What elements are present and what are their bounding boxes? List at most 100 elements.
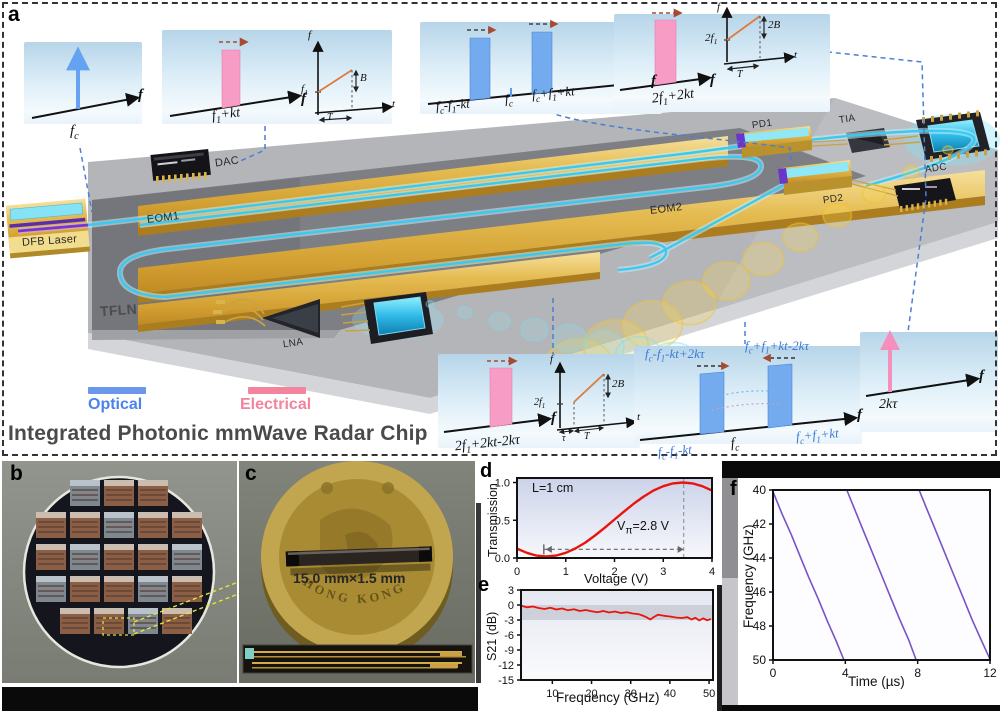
x-tick-label: 30 <box>625 688 637 700</box>
wafer-die <box>104 480 134 506</box>
inset-echo <box>438 354 640 448</box>
x-tick-label: 40 <box>664 688 676 700</box>
package-pin <box>949 113 952 120</box>
package-pin <box>957 152 960 159</box>
y-tick-label: 0 <box>508 600 514 612</box>
wafer-die <box>70 480 100 506</box>
glow-ellipse <box>782 222 819 253</box>
panel-c-label: c <box>245 462 257 485</box>
inset-dsb-left-label: fc-f1-kt <box>435 95 471 116</box>
package-pin <box>975 150 978 157</box>
dac-pin <box>156 176 159 183</box>
y-tick-label: -3 <box>504 615 514 627</box>
package-pin <box>930 156 933 162</box>
panel-a-border <box>2 2 997 456</box>
dfb-laser-chip <box>5 198 91 259</box>
chart-e-ylabel: S21 (dB) <box>485 611 499 661</box>
wafer-die <box>104 512 134 538</box>
pd2-chip <box>778 160 899 197</box>
x-tick-label: 1 <box>563 566 569 578</box>
inset-chirp-mini-f: f <box>308 29 312 41</box>
package-pin <box>976 110 979 117</box>
inset-tx <box>614 6 830 112</box>
package-pin <box>939 154 942 161</box>
glow-ellipse <box>425 299 435 309</box>
y-tick-label: -9 <box>504 645 514 657</box>
inset-rxopt-top-left-label: fc-f1-kt+2kτ <box>645 346 705 364</box>
wafer-die <box>70 544 100 570</box>
chart-f-xlabel: Time (µs) <box>848 674 905 689</box>
inset-echo-mini-tau: τ <box>562 433 566 444</box>
plot-bg <box>521 590 713 680</box>
series-S21 <box>520 604 712 622</box>
panel-a-label: a <box>8 3 20 26</box>
chart-f-ylabel: Frequency (GHz) <box>741 524 756 628</box>
x-tick-label: 4 <box>709 566 715 578</box>
glow-ellipse <box>662 280 717 326</box>
chip-size-label: 15.0 mm×1.5 mm <box>293 570 406 586</box>
glow-ellipse <box>702 260 751 302</box>
inset-echo-mini-t: t <box>637 411 641 423</box>
x-tick-label: 10 <box>546 688 558 700</box>
legend-optical: Optical <box>88 396 143 413</box>
dac-chip <box>150 148 211 181</box>
inset-echo-mini-2f1: 2f1 <box>534 397 546 410</box>
y-tick-label: 3 <box>508 585 514 597</box>
driver-package <box>340 292 444 344</box>
inset-rxopt-f-axis-label: f <box>857 407 862 423</box>
vpi-arrowhead <box>545 545 552 553</box>
chip-pins <box>156 110 987 212</box>
y-tick-label: 48 <box>753 619 767 633</box>
x-tick-label: 0 <box>514 566 520 578</box>
inset-rxopt-top-right-label: fc+f1+kt-2kτ <box>745 338 810 356</box>
dac-pin <box>168 175 171 182</box>
panel-d-label: d <box>480 460 493 482</box>
adc-pin <box>933 200 936 207</box>
dac-pin <box>192 173 195 180</box>
inset-rxopt <box>634 346 862 444</box>
glow-ellipse <box>742 241 785 277</box>
chip-closeup-strip <box>242 644 473 674</box>
vpi-arrowhead <box>677 545 684 553</box>
inset-rxopt-bot-center-label: fc <box>730 436 740 454</box>
package-pin <box>967 111 970 118</box>
adc-pin <box>900 206 903 212</box>
y-tick-label: 1.0 <box>495 478 510 490</box>
inset-laser-f-axis-label: f <box>138 87 143 103</box>
chart-e-xlabel: Frequency (GHz) <box>556 690 660 705</box>
package-pin <box>931 115 934 122</box>
series-chirp2 <box>846 489 917 661</box>
y-tick-label: -12 <box>498 660 514 672</box>
wafer-die <box>36 512 66 538</box>
x-tick-label: 20 <box>585 688 597 700</box>
inset-dsb-center-label: fc <box>504 91 514 109</box>
inset-rxopt-bot-left-label: fc-f1-kt <box>657 441 693 462</box>
adc-pin <box>944 198 948 205</box>
inset-echo-mini-2B: 2B <box>612 378 625 390</box>
chart-d-length-annotation: L=1 cm <box>532 481 574 495</box>
coin-photo: HONG KONG <box>239 461 475 683</box>
panel-f-label: f <box>730 478 737 500</box>
inset-tx-mini-T: T <box>737 69 743 80</box>
electrical-swatch <box>248 387 306 394</box>
panel-b-label: b <box>10 462 23 485</box>
inset-tx-mini-f: f <box>717 1 721 13</box>
wafer-die <box>104 544 134 570</box>
inset-tx-mini-2f1: 2f1 <box>705 32 718 47</box>
inset-chirp-mini-T: T <box>327 112 333 123</box>
chart-d-ylabel: Transmission <box>486 483 500 557</box>
inset-beat-label: 2kτ <box>879 397 898 412</box>
y-tick-label: 42 <box>753 517 767 531</box>
dac-pin <box>204 172 207 179</box>
plot-frame <box>520 589 714 681</box>
package-pin <box>948 153 951 160</box>
chart-d-canvas: 0 1 2 3 4 0.0 0.5 1.0 <box>495 477 715 578</box>
y-tick-label: 0.0 <box>495 553 510 565</box>
y-tick-label: -15 <box>498 675 514 687</box>
series-chirp1 <box>772 491 845 661</box>
glow-ellipse <box>862 183 887 204</box>
wafer-die <box>70 576 100 602</box>
inset-chirp <box>162 30 394 124</box>
y-tick-label: -6 <box>504 630 514 642</box>
